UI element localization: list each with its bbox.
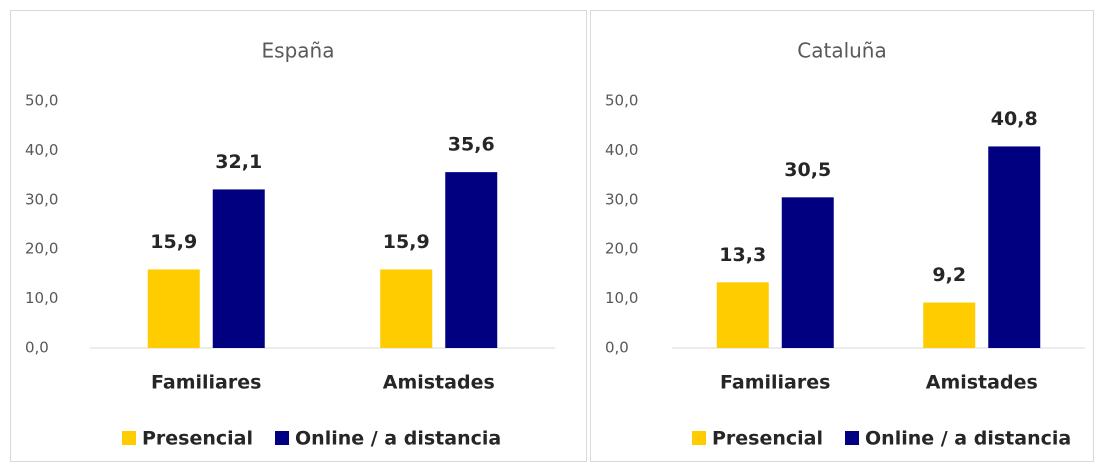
bar <box>781 197 834 348</box>
y-tick-label: 30,0 <box>605 190 638 208</box>
legend-label: Presencial <box>712 428 823 450</box>
chart-title: España <box>262 39 335 63</box>
x-tick-label: Amistades <box>926 372 1038 394</box>
legend-label: Online / a distancia <box>865 428 1071 450</box>
data-label: 15,9 <box>150 231 197 253</box>
legend-swatch <box>845 431 860 445</box>
data-label: 15,9 <box>383 231 430 253</box>
bar <box>147 269 200 348</box>
legend-swatch <box>692 431 706 445</box>
data-label: 40,8 <box>991 108 1038 130</box>
panel-frame <box>10 10 587 462</box>
y-tick-label: 20,0 <box>605 240 638 258</box>
bar <box>212 189 265 348</box>
bar <box>923 302 976 348</box>
y-tick-label: 40,0 <box>25 141 58 159</box>
x-tick-label: Familiares <box>151 372 261 394</box>
y-tick-label: 10,0 <box>25 289 58 307</box>
y-tick-label: 20,0 <box>25 240 58 258</box>
legend-swatch <box>275 431 290 445</box>
x-tick-label: Familiares <box>720 372 830 394</box>
data-label: 9,2 <box>932 264 966 286</box>
y-tick-label: 0,0 <box>605 339 629 357</box>
legend-swatch <box>122 431 136 445</box>
y-tick-label: 30,0 <box>25 190 58 208</box>
bar <box>716 282 769 348</box>
data-label: 30,5 <box>784 159 831 181</box>
x-tick-label: Amistades <box>383 372 495 394</box>
bar <box>380 269 433 348</box>
bar <box>445 172 498 348</box>
y-tick-label: 10,0 <box>605 289 638 307</box>
y-tick-label: 50,0 <box>605 92 638 110</box>
y-tick-label: 0,0 <box>25 339 49 357</box>
legend-label: Online / a distancia <box>295 428 501 450</box>
data-label: 13,3 <box>719 244 766 266</box>
data-label: 35,6 <box>448 134 495 156</box>
chart-title: Cataluña <box>797 39 886 63</box>
bar <box>988 146 1041 348</box>
legend-label: Presencial <box>142 428 253 450</box>
y-tick-label: 40,0 <box>605 141 638 159</box>
y-tick-label: 50,0 <box>25 92 58 110</box>
data-label: 32,1 <box>215 151 262 173</box>
